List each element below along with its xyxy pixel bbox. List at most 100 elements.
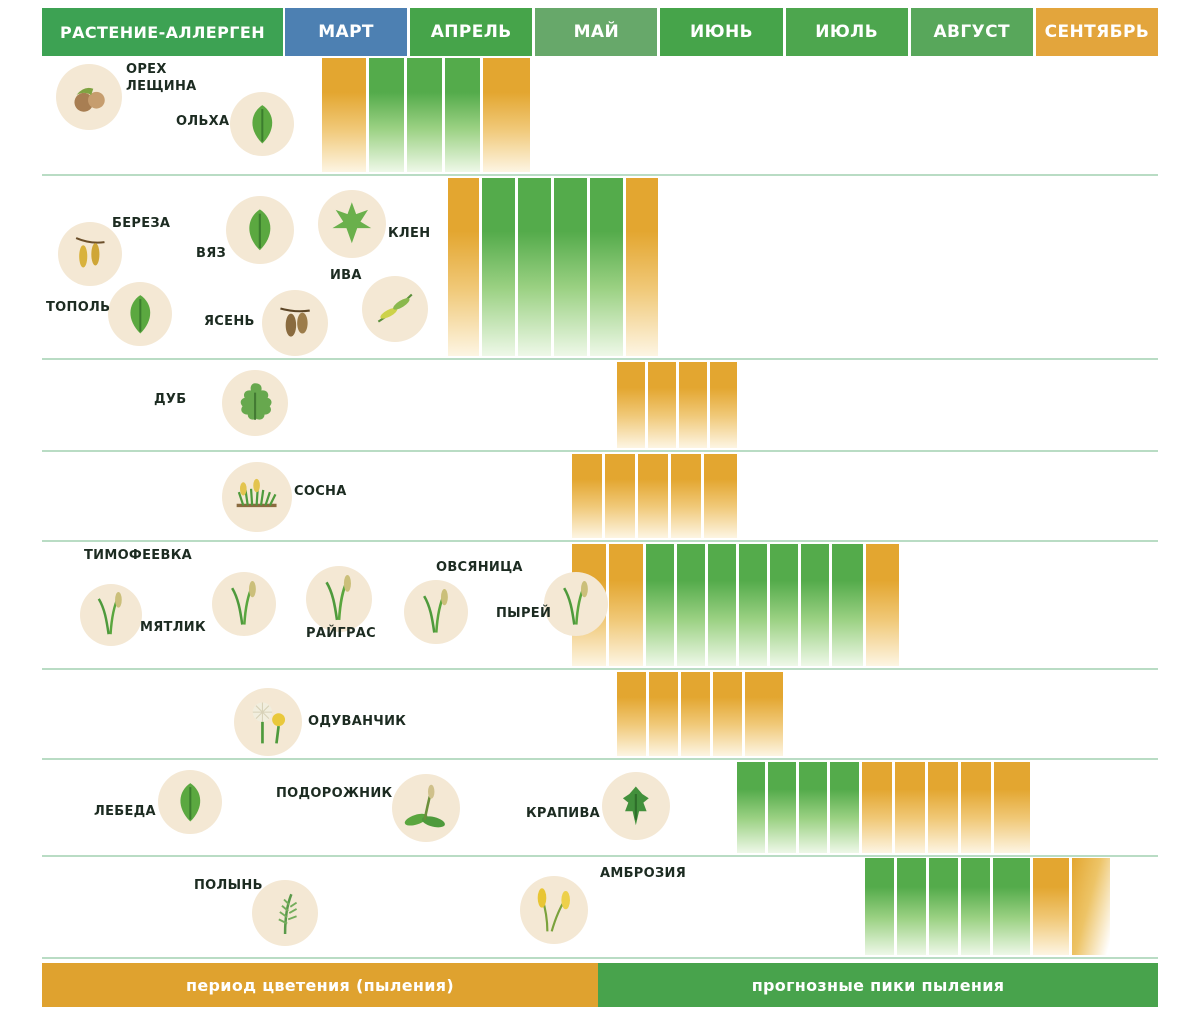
plant-label: ТИМОФЕЕВКА [84,548,192,563]
plant-label: МЯТЛИК [140,620,206,635]
legend-peak: прогнозные пики пыления [598,963,1158,1007]
legend-flowering: период цветения (пыления) [42,963,598,1007]
ash-icon [262,290,328,356]
flowering-segment [617,362,645,448]
flowering-segment [994,762,1030,853]
flowering-segment [1072,858,1110,955]
flowering-segment [710,362,737,448]
maple-icon [318,190,386,258]
month-header: МАРТ АПРЕЛЬ МАЙ ИЮНЬ ИЮЛЬ АВГУСТ СЕНТЯБРЬ [285,8,1158,56]
peak-segment [801,544,829,666]
flowering-segment [648,362,676,448]
flowering-segment [866,544,899,666]
peak-segment [993,858,1030,955]
wormwood-icon [252,880,318,946]
plant-label: ОВСЯНИЦА [436,560,523,575]
dandelion-icon [234,688,302,756]
peak-segment [961,858,990,955]
flowering-segment [617,672,646,756]
plant-label: БЕРЕЗА [112,216,171,231]
catkins-icon [58,222,122,286]
row-separator [42,540,1158,542]
peak-segment [646,544,674,666]
flowering-segment [679,362,707,448]
flowering-segment [895,762,925,853]
conifer-icon [222,462,292,532]
flowering-segment [483,58,530,172]
grass-icon [306,566,372,632]
flowering-segment [572,454,602,538]
flowering-segment [961,762,991,853]
peak-segment [677,544,705,666]
peak-segment [737,762,765,853]
month-header-5: ИЮЛЬ [785,8,908,56]
plant-label: ПОДОРОЖНИК [276,786,393,801]
plant-label: РАЙГРАС [306,626,376,641]
flowering-segment [704,454,737,538]
plant-label: ОРЕХ ЛЕЩИНА [126,62,197,94]
peak-segment [739,544,767,666]
peak-segment [799,762,827,853]
grass-icon [544,572,608,636]
plant-label: ЛЕБЕДА [94,804,156,819]
grass-icon [404,580,468,644]
peak-segment [865,858,894,955]
plant-label: СОСНА [294,484,347,499]
plantain-icon [392,774,460,842]
plant-column-header: РАСТЕНИЕ-АЛЛЕРГЕН [42,8,283,56]
month-header-7: СЕНТЯБРЬ [1035,8,1158,56]
plant-label: ИВА [330,268,362,283]
flowering-segment [649,672,678,756]
peak-segment [590,178,623,356]
peak-segment [554,178,587,356]
flowering-segment [681,672,710,756]
plant-label: АМБРОЗИЯ [600,866,687,881]
peak-segment [369,58,404,172]
willow-icon [362,276,428,342]
leaf-icon [108,282,172,346]
nut-icon [56,64,122,130]
grass-icon [80,584,142,646]
plant-label: ПЫРЕЙ [496,606,552,621]
row-separator [42,174,1158,176]
nettle-icon [602,772,670,840]
flowering-segment [862,762,892,853]
ragweed-icon [520,876,588,944]
flowering-segment [322,58,366,172]
peak-segment [518,178,551,356]
flowering-segment [605,454,635,538]
plant-label: ТОПОЛЬ [46,300,111,315]
flowering-segment [609,544,643,666]
leaf-icon [226,196,294,264]
row-separator [42,358,1158,360]
row-separator [42,450,1158,452]
leaf-icon [158,770,222,834]
plant-label: ОДУВАНЧИК [308,714,407,729]
peak-segment [768,762,796,853]
month-header-4: ИЮНЬ [660,8,783,56]
plant-label: КРАПИВА [526,806,601,821]
flowering-segment [626,178,658,356]
peak-segment [708,544,736,666]
flowering-segment [928,762,958,853]
month-header-1: МАРТ [285,8,408,56]
grass-icon [212,572,276,636]
flowering-segment [713,672,742,756]
peak-segment [407,58,442,172]
flowering-segment [671,454,701,538]
row-separator [42,668,1158,670]
flowering-segment [1033,858,1069,955]
peak-segment [445,58,480,172]
plant-label: ПОЛЫНЬ [194,878,263,893]
flowering-segment [638,454,668,538]
peak-segment [482,178,515,356]
row-separator [42,758,1158,760]
peak-segment [770,544,798,666]
flowering-segment [745,672,783,756]
month-header-3: МАЙ [535,8,658,56]
peak-segment [929,858,958,955]
flowering-segment [448,178,479,356]
plant-label: ВЯЗ [196,246,227,261]
